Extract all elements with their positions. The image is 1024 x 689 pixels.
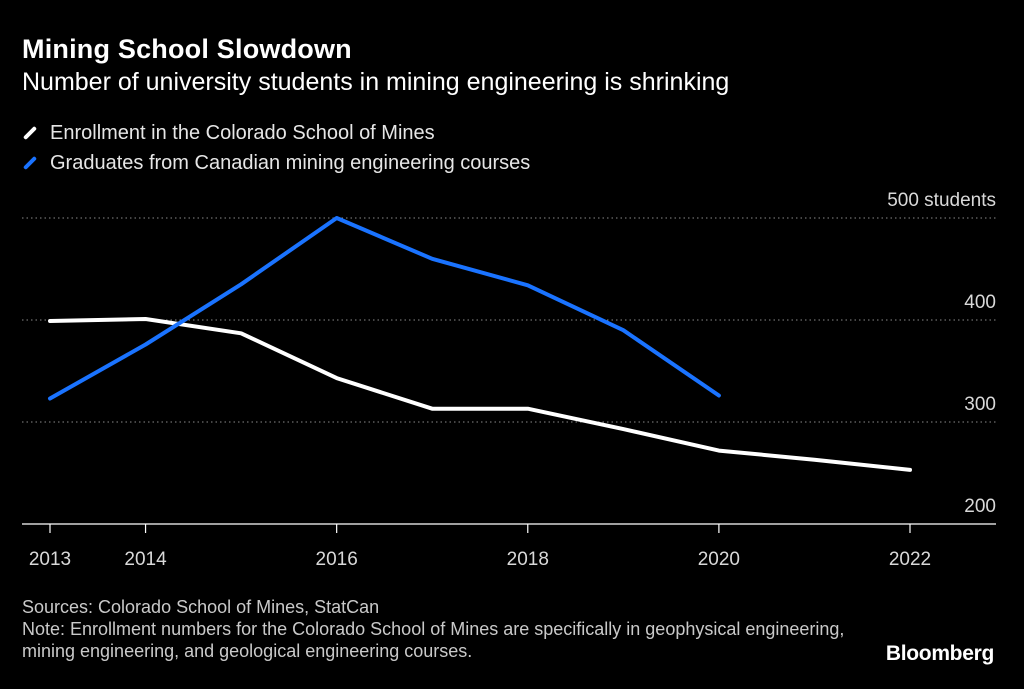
series-line-canada [48,216,721,401]
y-tick-label: 300 [964,394,996,415]
series-line-colorado [48,317,912,472]
legend-label-colorado: Enrollment in the Colorado School of Min… [50,121,435,144]
legend-swatch-blue [22,155,38,171]
x-tick-label: 2020 [698,549,740,570]
x-tick-label: 2014 [124,549,167,570]
sources-text: Sources: Colorado School of Mines, StatC… [22,597,380,617]
legend-label-canada: Graduates from Canadian mining engineeri… [50,151,531,174]
y-tick-label: 200 [964,496,996,517]
x-tick-label: 2022 [889,549,931,570]
legend-item-canada: Graduates from Canadian mining engineeri… [22,148,530,178]
chart-title: Mining School Slowdown [22,34,352,64]
x-tick-label: 2013 [29,549,71,570]
bloomberg-logo: Bloomberg [885,642,994,665]
legend-item-colorado: Enrollment in the Colorado School of Min… [22,118,530,148]
y-tick-label: 400 [964,292,996,313]
legend-swatch-white [22,125,38,141]
x-tick-label: 2018 [507,549,549,570]
note-text: Note: Enrollment numbers for the Colorad… [22,619,845,661]
x-tick-label: 2016 [316,549,358,570]
line-chart: 500 students 400 300 200 2013 2014 2016 2018 202… [22,190,996,570]
footer: Sources: Colorado School of Mines, StatC… [22,596,882,662]
y-tick-label: 500 students [887,190,996,211]
legend: Enrollment in the Colorado School of Min… [22,118,530,178]
chart-subtitle: Number of university students in mining … [22,68,730,96]
